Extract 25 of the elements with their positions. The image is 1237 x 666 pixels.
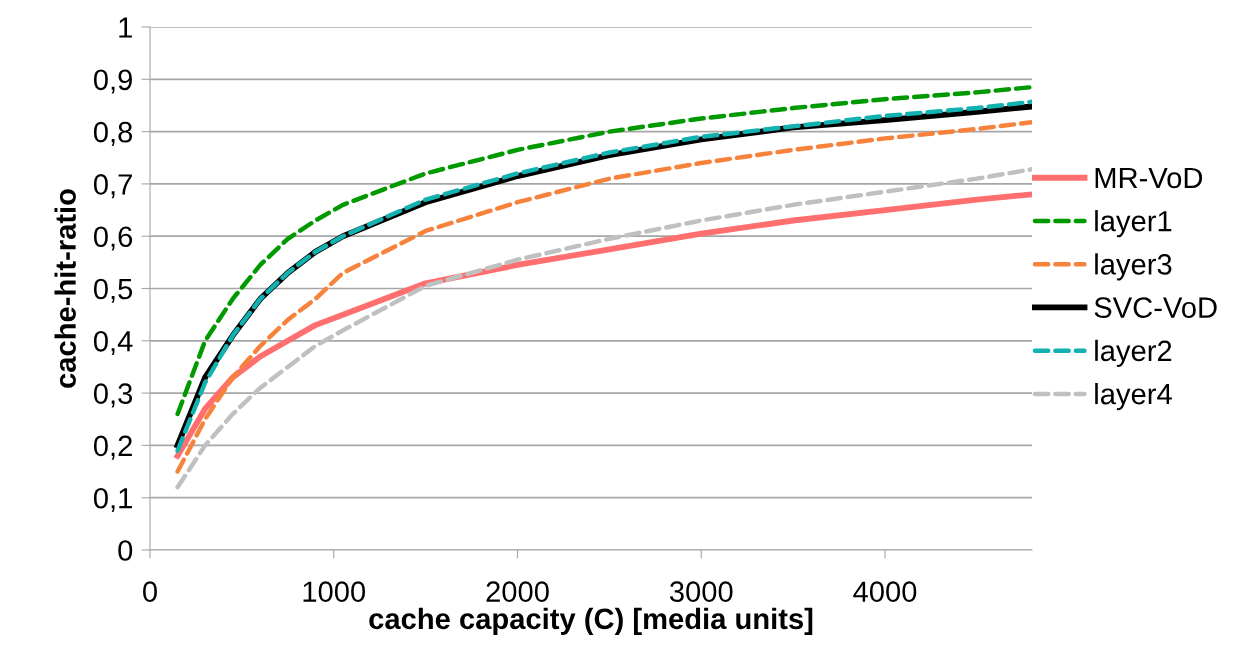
x-tick-label: 0 [143,581,157,602]
y-tick-label: 0,1 [93,487,132,512]
x-tick-label: 2000 [486,581,549,602]
line-series [175,167,1032,490]
x-tick-label: 1000 [303,581,366,602]
y-tick-label: 0,5 [93,278,133,303]
y-tick-label: 0,7 [93,174,132,199]
y-tick-label: 0,9 [93,69,132,94]
x-axis-title: cache capacity (C) [media units] [369,607,813,635]
y-tick-label: 0,6 [93,226,133,251]
legend-label: layer1 [1095,210,1172,238]
legend-label: layer4 [1095,382,1172,411]
legend-label: MR-VoD [1095,167,1203,189]
x-tick-label: 3000 [669,581,733,602]
y-tick-label: 0 [118,540,133,561]
legend-label: SVC-VoD [1094,297,1217,318]
x-tick-label: 4000 [853,581,917,602]
y-axis-title: cache-hit-ratio [54,189,76,388]
y-tick-label: 1 [119,17,132,38]
y-tick-label: 0,4 [93,331,133,356]
legend-label: layer2 [1095,339,1172,367]
y-tick-label: 0,8 [93,121,133,146]
y-tick-label: 0,2 [93,435,132,460]
legend-label: layer3 [1095,253,1172,281]
y-tick-label: 0,3 [93,383,133,408]
